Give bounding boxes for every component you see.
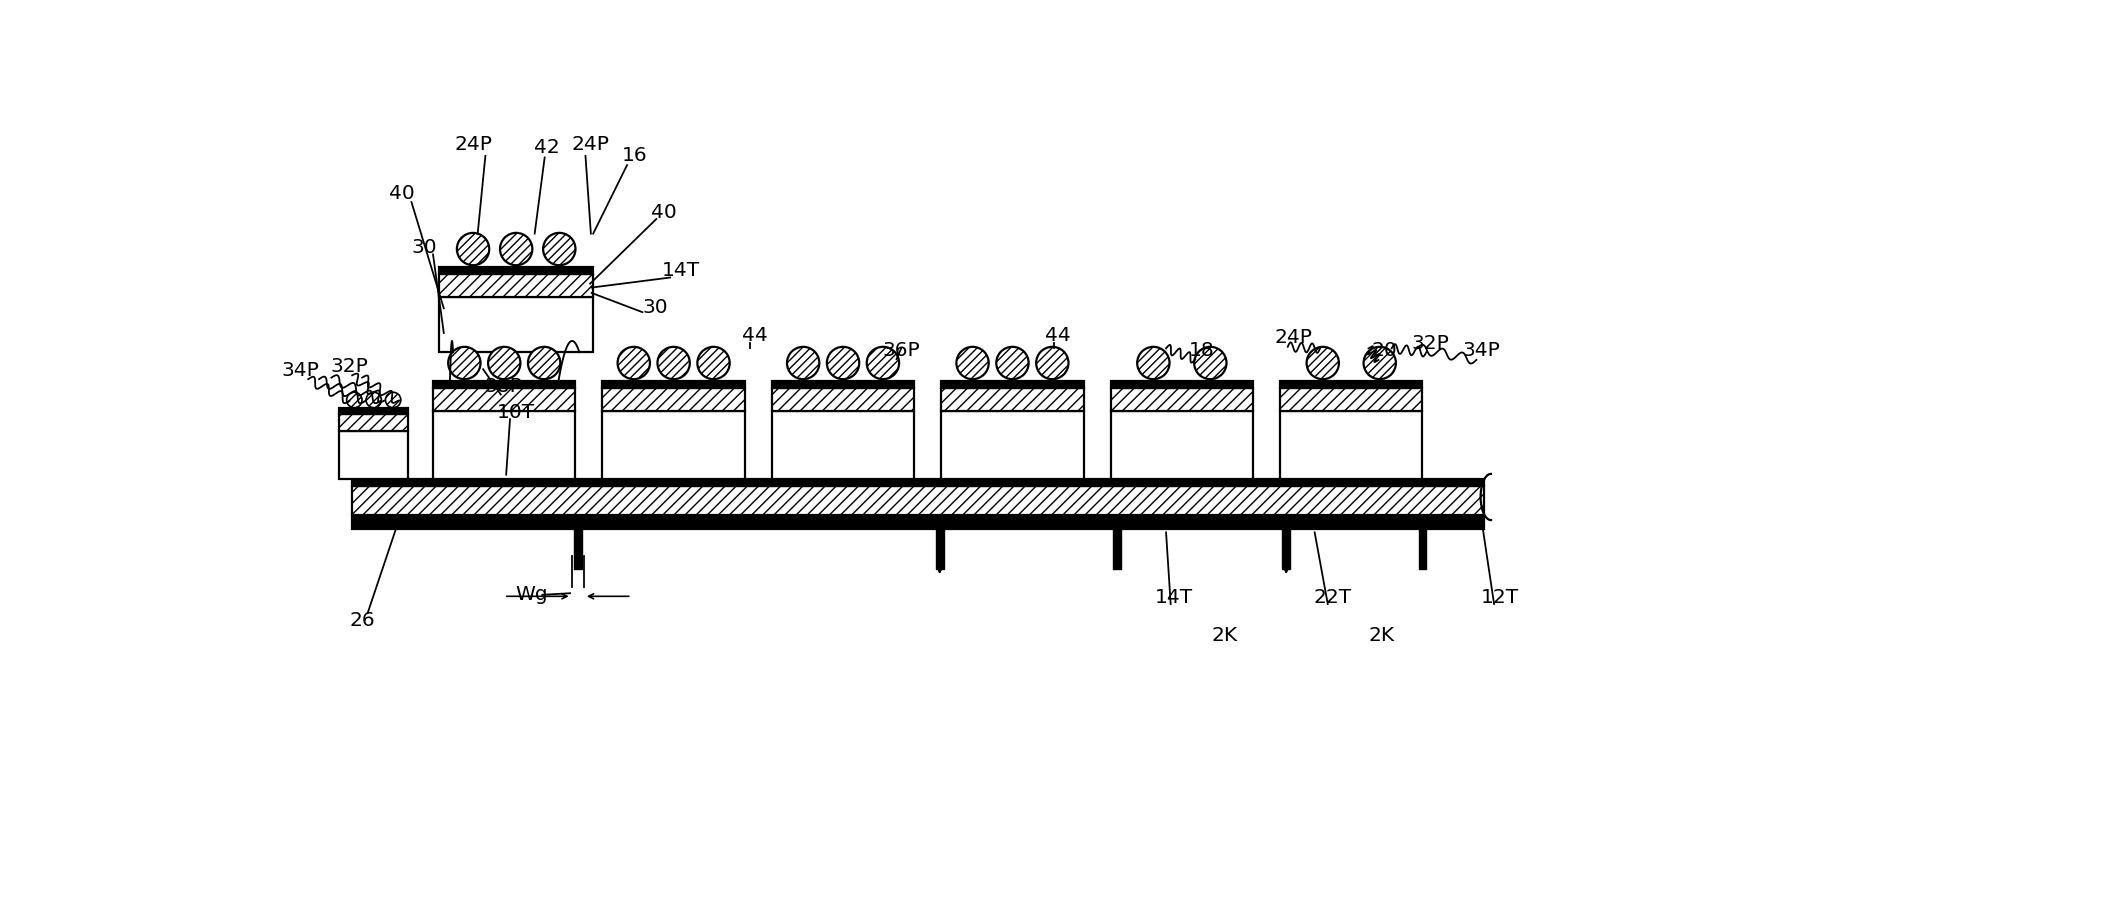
Text: 42: 42 xyxy=(534,138,560,157)
Text: 12T: 12T xyxy=(1481,587,1519,606)
Text: 32P: 32P xyxy=(332,356,368,375)
Text: 44: 44 xyxy=(1045,326,1070,345)
Bar xyxy=(575,529,581,570)
Bar xyxy=(602,388,745,411)
Bar xyxy=(772,388,915,411)
Circle shape xyxy=(1307,347,1339,380)
Bar xyxy=(1281,382,1422,388)
Bar xyxy=(1281,388,1422,411)
Bar xyxy=(338,409,409,414)
Bar xyxy=(941,382,1083,388)
Text: 14T: 14T xyxy=(662,261,700,280)
Circle shape xyxy=(366,393,381,409)
Bar xyxy=(338,431,409,479)
Bar xyxy=(338,414,409,431)
Bar xyxy=(432,382,575,388)
Bar xyxy=(432,388,575,411)
Text: 36P: 36P xyxy=(883,341,919,360)
Circle shape xyxy=(787,347,819,380)
Text: 34P: 34P xyxy=(281,361,319,380)
Circle shape xyxy=(487,347,521,380)
Circle shape xyxy=(658,347,689,380)
Text: 24P: 24P xyxy=(1275,328,1313,347)
Bar xyxy=(351,479,1483,487)
Text: 38P: 38P xyxy=(485,376,523,395)
Bar xyxy=(1111,411,1253,479)
Bar xyxy=(941,388,1083,411)
Bar xyxy=(438,274,594,298)
Text: 10T: 10T xyxy=(498,402,536,421)
Bar xyxy=(432,411,575,479)
Circle shape xyxy=(543,234,575,266)
Text: Wg: Wg xyxy=(515,584,547,603)
Text: 40: 40 xyxy=(651,203,677,222)
Text: 2K: 2K xyxy=(1368,626,1394,645)
Bar xyxy=(351,487,1483,516)
Text: 24P: 24P xyxy=(572,135,611,154)
Circle shape xyxy=(698,347,730,380)
Text: 26: 26 xyxy=(349,611,375,630)
Text: 2K: 2K xyxy=(1211,626,1238,645)
Bar xyxy=(772,411,915,479)
Text: 44: 44 xyxy=(743,326,768,345)
Circle shape xyxy=(617,347,649,380)
Bar xyxy=(941,411,1083,479)
Text: 30: 30 xyxy=(411,238,436,257)
Bar xyxy=(602,411,745,479)
Bar xyxy=(438,298,594,353)
Text: 24P: 24P xyxy=(453,135,492,154)
Bar xyxy=(772,382,915,388)
Circle shape xyxy=(955,347,990,380)
Text: 40: 40 xyxy=(389,184,415,203)
Text: 32P: 32P xyxy=(1411,334,1449,353)
Circle shape xyxy=(347,393,362,409)
Text: 16: 16 xyxy=(621,145,647,165)
Text: 30: 30 xyxy=(643,297,668,317)
Bar xyxy=(351,516,1483,529)
Circle shape xyxy=(449,347,481,380)
Bar xyxy=(438,268,594,274)
Bar xyxy=(1281,411,1422,479)
Circle shape xyxy=(866,347,900,380)
Circle shape xyxy=(996,347,1028,380)
Bar xyxy=(602,382,745,388)
Bar xyxy=(1111,388,1253,411)
Circle shape xyxy=(528,347,560,380)
Circle shape xyxy=(385,393,400,409)
Circle shape xyxy=(458,234,489,266)
Circle shape xyxy=(500,234,532,266)
Text: 18: 18 xyxy=(1190,341,1215,360)
Circle shape xyxy=(1036,347,1068,380)
Text: 34P: 34P xyxy=(1462,341,1500,360)
Circle shape xyxy=(1364,347,1396,380)
Circle shape xyxy=(1136,347,1170,380)
Bar xyxy=(1283,529,1290,570)
Bar xyxy=(936,529,943,570)
Bar xyxy=(1113,529,1121,570)
Circle shape xyxy=(828,347,860,380)
Circle shape xyxy=(1194,347,1226,380)
Bar xyxy=(1111,382,1253,388)
Bar xyxy=(1419,529,1426,570)
Text: 20: 20 xyxy=(1370,341,1396,360)
Text: 22T: 22T xyxy=(1313,587,1351,606)
Text: 14T: 14T xyxy=(1156,587,1194,606)
